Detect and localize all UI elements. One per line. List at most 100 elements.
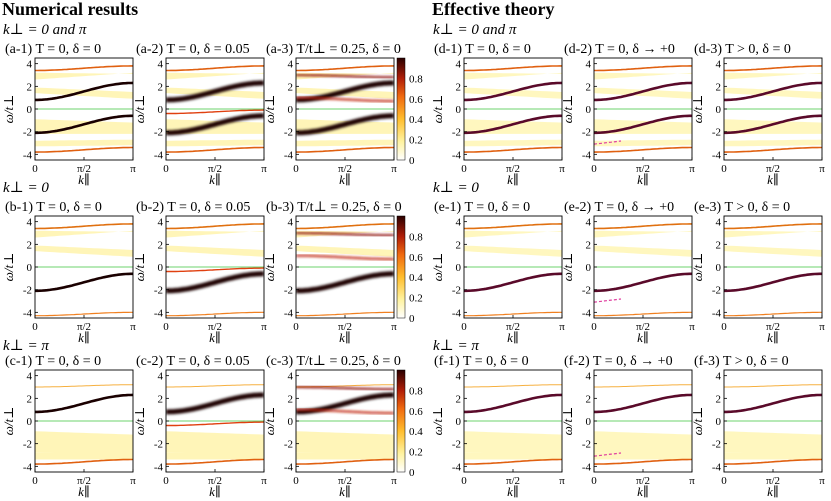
ytick-label: 4 xyxy=(288,371,294,383)
ytick-label: 2 xyxy=(158,239,164,251)
ytick-label: -2 xyxy=(154,127,163,139)
ytick-label: 4 xyxy=(158,59,164,71)
ytick-label: -2 xyxy=(23,285,32,297)
continuum-upper xyxy=(35,230,133,238)
ylabel: ω/t⊥ xyxy=(262,95,277,124)
ytick-label: -2 xyxy=(23,439,32,451)
xtick-label: π/2 xyxy=(636,163,650,175)
band-upper xyxy=(464,81,562,102)
ytick-label: 0 xyxy=(288,104,294,116)
ytick-label: -4 xyxy=(154,149,164,161)
panel-label: (c-2) T = 0, δ = 0.05 xyxy=(136,354,250,369)
ytick-label: -4 xyxy=(712,149,722,161)
panel-a-1 xyxy=(34,57,134,161)
band-lower xyxy=(464,272,562,293)
panel-label: (f-1) T = 0, δ = 0 xyxy=(434,354,529,369)
group-label-left-3: k⊥ = π xyxy=(3,338,49,354)
continuum-lower xyxy=(464,434,562,453)
xtick-label: π xyxy=(559,163,565,175)
xtick-label: π xyxy=(261,475,267,487)
ytick-label: -4 xyxy=(452,307,462,319)
ytick-label: 0 xyxy=(27,416,33,428)
ytick-label: 4 xyxy=(586,371,592,383)
colorbar-tick-label: 0.4 xyxy=(409,114,423,126)
band-top xyxy=(35,65,133,72)
ytick-label: 2 xyxy=(27,239,33,251)
ytick-label: -2 xyxy=(712,285,721,297)
ytick-label: 2 xyxy=(716,81,722,93)
continuum-mid xyxy=(464,245,562,257)
panel-label: (b-2) T = 0, δ = 0.05 xyxy=(136,200,250,215)
doping-band xyxy=(166,109,264,115)
colorbar-tick-label: 0.4 xyxy=(409,426,423,438)
xtick-label: 0 xyxy=(163,321,169,333)
ytick-label: 0 xyxy=(456,262,462,274)
colorbar-middle xyxy=(396,215,406,319)
band-lower xyxy=(724,114,822,135)
ytick-label: 4 xyxy=(716,217,722,229)
band-upper xyxy=(166,392,264,415)
xlabel: k∥ xyxy=(637,172,649,187)
panel-c-1 xyxy=(34,369,134,473)
ytick-label: -4 xyxy=(582,149,592,161)
xtick-label: π/2 xyxy=(766,321,780,333)
panel-label: (d-3) T > 0, δ = 0 xyxy=(694,42,791,57)
xlabel: k∥ xyxy=(767,172,779,187)
band-lower xyxy=(166,271,264,294)
ytick-label: 4 xyxy=(27,59,33,71)
colorbar-tick-label: 0.2 xyxy=(409,293,423,305)
xtick-label: π xyxy=(559,321,565,333)
ytick-label: -4 xyxy=(582,461,592,473)
xtick-label: π/2 xyxy=(506,475,520,487)
colorbar-3 xyxy=(396,369,406,473)
band-top xyxy=(594,65,692,72)
xtick-label: 0 xyxy=(721,475,727,487)
group-label-left-2: k⊥ = 0 xyxy=(3,180,49,196)
band-top-faint xyxy=(166,384,264,388)
group-label-left-1: k⊥ = 0 and π xyxy=(3,22,87,38)
panel-label: (e-1) T = 0, δ = 0 xyxy=(434,200,530,215)
band-upper xyxy=(35,81,133,102)
band-bottom xyxy=(594,458,692,465)
ytick-label: -4 xyxy=(712,307,722,319)
xtick-label: 0 xyxy=(721,321,727,333)
xtick-label: π/2 xyxy=(766,163,780,175)
xtick-label: π/2 xyxy=(766,475,780,487)
xtick-label: 0 xyxy=(163,475,169,487)
ytick-label: -2 xyxy=(23,127,32,139)
band-lower xyxy=(166,113,264,136)
ylabel: ω/t⊥ xyxy=(690,95,705,124)
band-bottom xyxy=(464,458,562,465)
continuum-bottom xyxy=(166,139,264,147)
ytick-label: -2 xyxy=(284,285,293,297)
panel-e-3 xyxy=(723,215,823,319)
continuum-upper xyxy=(166,230,264,238)
xtick-label: π/2 xyxy=(636,321,650,333)
xlabel: k∥ xyxy=(507,172,519,187)
xtick-label: π xyxy=(391,321,397,333)
band-top xyxy=(296,65,394,72)
ytick-label: 0 xyxy=(586,262,592,274)
ytick-label: 2 xyxy=(456,239,462,251)
ytick-label: 0 xyxy=(158,104,164,116)
ytick-label: -4 xyxy=(23,149,33,161)
doping-dashed-2 xyxy=(594,298,622,303)
xtick-label: π xyxy=(130,321,136,333)
panel-label: (a-3) T/t⊥ = 0.25, δ = 0 xyxy=(266,42,401,57)
continuum-bottom xyxy=(594,139,692,147)
thermal-band xyxy=(296,408,394,415)
ylabel: ω/t⊥ xyxy=(132,95,147,124)
ytick-label: -2 xyxy=(582,127,591,139)
ylabel: ω/t⊥ xyxy=(430,95,445,124)
colorbar-ticks: 0 0.2 0.4 0.6 0.8 0 0.2 0.4 0.6 0.8 0 0.2 0.4 0.6 0.8 xyxy=(409,73,423,479)
ytick-label: 4 xyxy=(456,371,462,383)
band-top xyxy=(724,223,822,230)
xtick-label: π xyxy=(689,321,695,333)
continuum-mid xyxy=(724,245,822,257)
continuum-lower xyxy=(166,434,264,453)
ytick-label: 4 xyxy=(27,217,33,229)
xtick-label: π xyxy=(130,163,136,175)
continuum-bottom xyxy=(35,455,133,460)
xtick-label: π/2 xyxy=(506,163,520,175)
